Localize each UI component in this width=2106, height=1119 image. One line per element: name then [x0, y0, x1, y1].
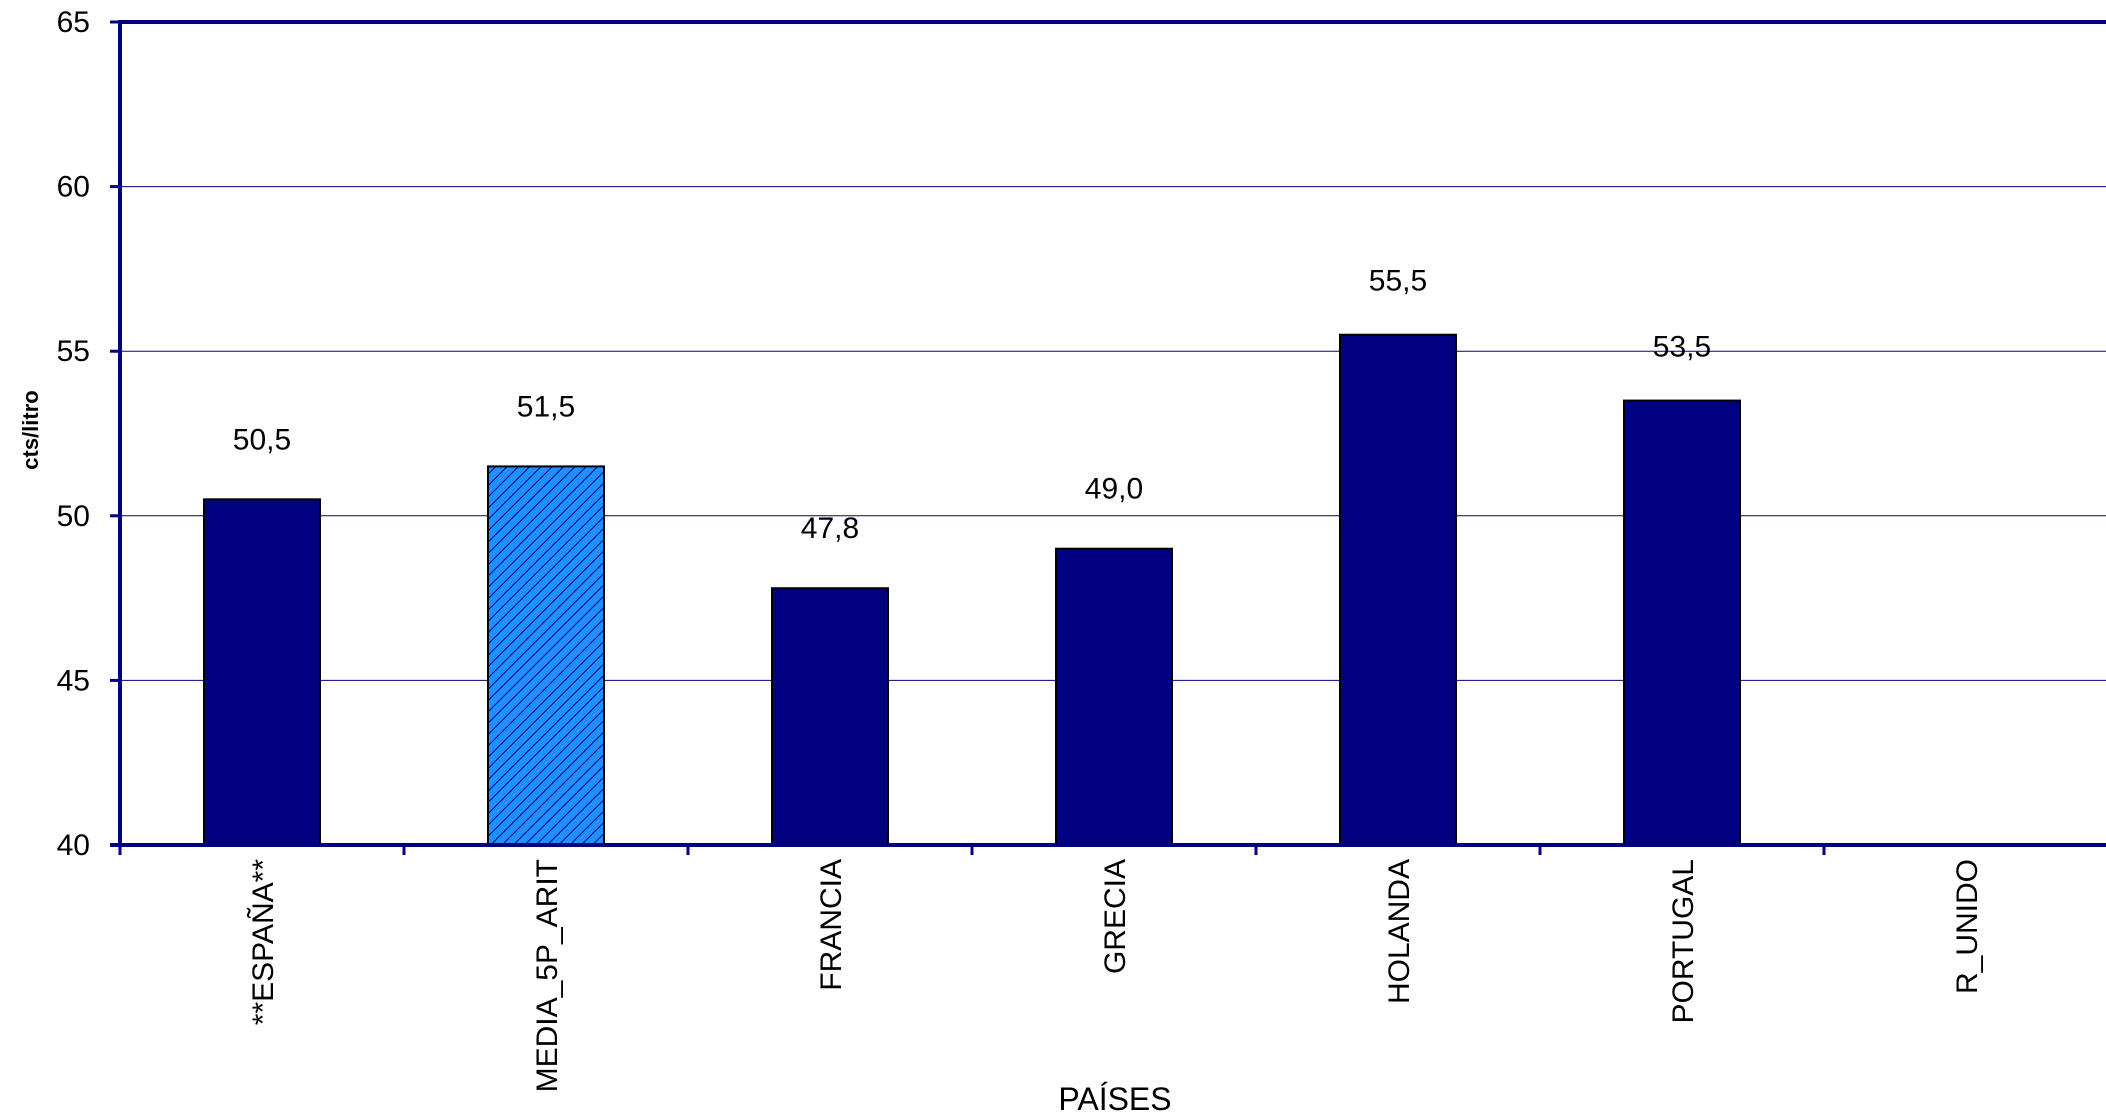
x-category-label: **ESPAÑA** — [246, 859, 280, 1026]
bar-media-5p-arit — [487, 465, 605, 846]
bar-grecia — [1055, 547, 1173, 846]
data-label: 53,5 — [1653, 331, 1711, 364]
y-tick-label: 50 — [57, 500, 90, 533]
y-axis-label: cts/litro — [18, 390, 43, 469]
x-category-labels: **ESPAÑA** MEDIA_5P_ARIT FRANCIA GRECIA HOLA… — [246, 859, 1984, 1093]
data-label: 51,5 — [517, 390, 575, 423]
data-label: 55,5 — [1369, 265, 1427, 298]
y-tick-label: 40 — [57, 829, 90, 862]
y-tick-label: 65 — [57, 6, 90, 39]
x-category-label: MEDIA_5P_ARIT — [531, 859, 564, 1092]
bar-francia — [771, 587, 889, 846]
x-category-label: FRANCIA — [815, 859, 848, 991]
x-category-label: R_UNIDO — [1951, 859, 1984, 994]
data-labels: 50,5 51,5 47,8 49,0 55,5 53,5 — [233, 265, 1711, 545]
bar-holanda — [1339, 333, 1457, 846]
data-label: 47,8 — [801, 512, 859, 545]
y-tick-label: 55 — [57, 335, 90, 368]
y-tick-label: 45 — [57, 664, 90, 697]
x-category-label: GRECIA — [1099, 859, 1132, 974]
bar-portugal — [1623, 399, 1741, 846]
data-label: 50,5 — [233, 423, 291, 456]
bars — [203, 333, 1741, 846]
axes — [110, 20, 2106, 855]
x-axis-label: PAÍSES — [1058, 1081, 1171, 1117]
x-category-label: PORTUGAL — [1667, 859, 1700, 1024]
data-label: 49,0 — [1085, 473, 1143, 506]
y-tick-labels: 40 45 50 55 60 65 — [57, 6, 90, 862]
y-tick-label: 60 — [57, 171, 90, 204]
x-category-label: HOLANDA — [1383, 859, 1416, 1004]
gridlines — [120, 20, 2106, 681]
bar-espa-a — [203, 498, 321, 846]
